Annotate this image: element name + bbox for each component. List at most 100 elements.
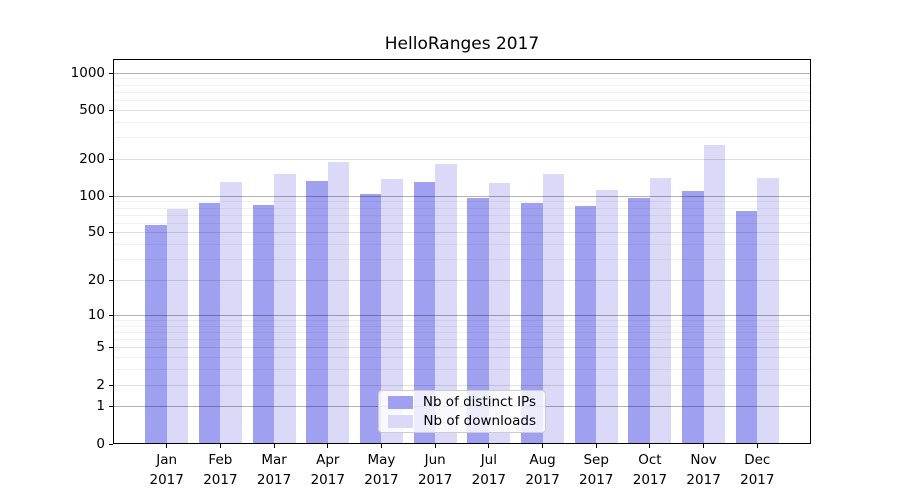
x-tick	[273, 444, 275, 448]
x-tick-label: Sep 2017	[579, 452, 614, 488]
legend-item-downloads: Nb of downloads	[388, 413, 536, 429]
chart-title: HelloRanges 2017	[384, 34, 540, 54]
bar-downloads	[327, 162, 350, 444]
gridline-minor	[113, 91, 811, 93]
gridline-minor	[113, 339, 811, 341]
x-tick-label: May 2017	[364, 452, 399, 488]
bar-downloads	[381, 178, 403, 444]
x-tick-label: Apr 2017	[310, 452, 345, 488]
x-tick-label: Jun 2017	[417, 452, 453, 488]
y-tick	[109, 347, 113, 349]
bar-distinct-ips	[521, 203, 543, 444]
gridline-major	[113, 280, 811, 282]
legend-label-downloads: Nb of downloads	[423, 413, 536, 429]
bar-distinct-ips	[198, 203, 221, 444]
bar-distinct-ips	[145, 225, 167, 444]
gridline-major	[113, 232, 811, 234]
gridline-major	[113, 314, 811, 316]
gridline-minor	[113, 319, 811, 321]
x-tick	[703, 444, 705, 448]
x-tick	[649, 444, 651, 448]
bar-distinct-ips	[252, 205, 275, 444]
legend: Nb of distinct IPs Nb of downloads	[378, 390, 546, 433]
gridline-minor	[113, 244, 811, 246]
x-tick-label: Nov 2017	[686, 452, 721, 488]
legend-swatch-downloads	[388, 414, 414, 428]
y-tick	[109, 232, 113, 234]
gridline-minor	[113, 99, 811, 101]
gridline-minor	[113, 369, 811, 371]
bar-distinct-ips	[682, 191, 704, 444]
x-tick-label: Jul 2017	[471, 452, 507, 488]
x-tick	[542, 444, 544, 448]
y-tick	[109, 314, 113, 316]
gridline-minor	[113, 121, 811, 123]
y-tick-label: 2	[96, 376, 105, 393]
legend-item-distinct-ips: Nb of distinct IPs	[388, 394, 536, 410]
y-tick-label: 5	[96, 339, 105, 356]
gridline-minor	[113, 357, 811, 359]
gridline-major	[113, 109, 811, 111]
y-tick-label: 50	[87, 224, 105, 241]
bar-downloads	[488, 183, 511, 444]
bar-downloads	[166, 208, 189, 444]
x-tick-label: Feb 2017	[203, 452, 238, 488]
bar-downloads	[274, 173, 296, 444]
bar-downloads	[220, 181, 242, 444]
y-tick-label: 20	[87, 272, 105, 289]
bar-downloads	[596, 190, 618, 444]
y-tick	[109, 406, 113, 408]
legend-label-distinct-ips: Nb of distinct IPs	[422, 394, 536, 410]
y-tick-label: 10	[87, 306, 105, 323]
gridline-major	[113, 347, 811, 349]
bar-distinct-ips	[413, 182, 436, 444]
y-tick	[109, 195, 113, 197]
x-tick	[380, 444, 382, 448]
gridline-major	[113, 195, 811, 197]
x-tick	[595, 444, 597, 448]
x-tick-label: Aug 2017	[525, 452, 560, 488]
y-tick	[109, 384, 113, 386]
x-tick-label: Mar 2017	[256, 452, 292, 488]
bar-downloads	[435, 164, 457, 444]
bar-downloads	[703, 145, 726, 444]
x-tick	[166, 444, 168, 448]
gridline-minor	[113, 222, 811, 224]
y-tick-label: 1	[96, 398, 105, 415]
gridline-minor	[113, 137, 811, 139]
bar-distinct-ips	[574, 206, 597, 444]
y-tick	[109, 443, 113, 445]
gridline-minor	[113, 84, 811, 86]
gridline-minor	[113, 325, 811, 327]
bar-distinct-ips	[306, 181, 328, 444]
bar-distinct-ips	[467, 197, 489, 444]
bar-downloads	[757, 177, 779, 444]
gridline-minor	[113, 331, 811, 333]
y-tick-label: 500	[79, 101, 105, 118]
x-tick-label: Jan 2017	[149, 452, 184, 488]
y-tick-label: 200	[79, 150, 105, 167]
bar-distinct-ips	[359, 193, 382, 444]
y-tick	[109, 280, 113, 282]
gridline-minor	[113, 259, 811, 261]
x-tick-label: Dec 2017	[740, 452, 775, 488]
y-tick	[109, 109, 113, 111]
y-tick-label: 0	[96, 435, 105, 452]
x-tick	[434, 444, 436, 448]
y-tick	[109, 72, 113, 74]
x-tick	[488, 444, 490, 448]
x-tick	[327, 444, 329, 448]
bar-distinct-ips	[735, 210, 758, 444]
y-tick	[109, 158, 113, 160]
gridline-minor	[113, 78, 811, 80]
gridline-minor	[113, 214, 811, 216]
bar-distinct-ips	[628, 197, 650, 444]
legend-swatch-distinct-ips	[388, 395, 413, 409]
gridline-major	[113, 72, 811, 74]
x-tick	[219, 444, 221, 448]
gridline-minor	[113, 207, 811, 209]
x-tick	[756, 444, 758, 448]
gridline-major	[113, 384, 811, 386]
bar-downloads	[649, 177, 672, 444]
